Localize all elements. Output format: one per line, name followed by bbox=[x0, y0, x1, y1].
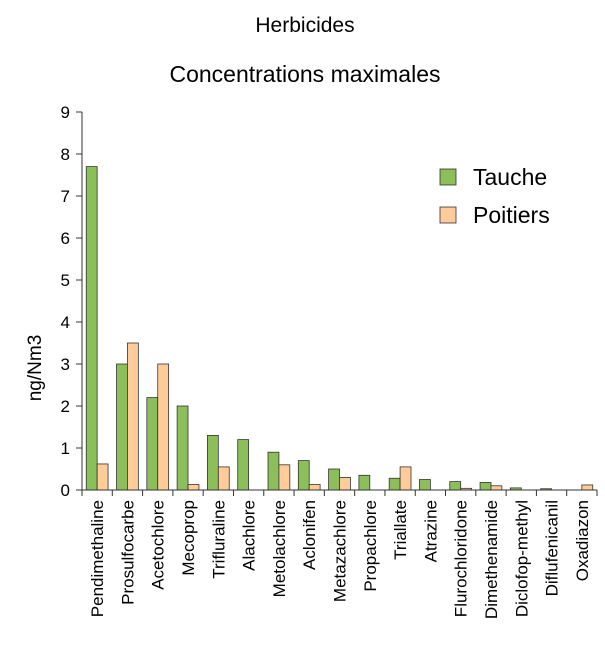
y-tick-label: 7 bbox=[61, 187, 70, 206]
x-tick-label: Dimethenamide bbox=[482, 500, 501, 619]
y-tick-label: 1 bbox=[61, 439, 70, 458]
x-tick-label: Pendimethaline bbox=[88, 500, 107, 617]
bars bbox=[85, 166, 594, 491]
legend-label-poitiers: Poitiers bbox=[473, 202, 550, 228]
legend-label-tauche: Tauche bbox=[473, 164, 547, 190]
y-tick-label: 5 bbox=[61, 271, 70, 290]
bar-tauche bbox=[207, 434, 219, 491]
bar-tauche bbox=[146, 397, 159, 491]
y-tick-label: 4 bbox=[61, 313, 70, 332]
bar-tauche bbox=[116, 363, 128, 491]
x-tick-label: Diflufenicanil bbox=[543, 500, 562, 596]
x-tick-label: Atrazine bbox=[421, 500, 440, 562]
x-tick-label: Propachlore bbox=[361, 500, 380, 592]
bar-tauche bbox=[449, 481, 462, 491]
bar-tauche bbox=[176, 405, 189, 491]
y-tick-label: 8 bbox=[61, 145, 70, 164]
x-tick-label: Mecoprop bbox=[179, 500, 198, 576]
bar-poitiers bbox=[278, 464, 291, 491]
bar-tauche bbox=[388, 477, 401, 491]
bar-poitiers bbox=[217, 466, 230, 491]
bar-poitiers bbox=[339, 476, 351, 491]
bar-tauche bbox=[479, 482, 492, 491]
y-axis: 0 1 2 3 4 5 6 7 8 9 bbox=[61, 103, 82, 500]
bar-poitiers bbox=[127, 342, 139, 491]
bar-tauche bbox=[267, 451, 280, 491]
x-tick-label: Alachlore bbox=[240, 500, 259, 571]
x-tick-label: Aclonifen bbox=[300, 500, 319, 570]
x-axis-labels: Pendimethaline Prosulfocarbe Acetochlore Me… bbox=[88, 500, 592, 619]
axes bbox=[81, 112, 598, 496]
bar-tauche bbox=[358, 474, 371, 491]
bar-tauche bbox=[85, 166, 98, 491]
bar-poitiers bbox=[96, 463, 109, 491]
x-tick-label: Oxadiazon bbox=[573, 500, 592, 581]
bar-poitiers bbox=[581, 484, 594, 491]
legend: Tauche Poitiers bbox=[439, 164, 550, 228]
x-tick-label: Prosulfocarbe bbox=[118, 500, 137, 605]
y-tick-label: 9 bbox=[61, 103, 70, 122]
x-tick-label: Trifluraline bbox=[209, 500, 228, 579]
y-tick-label: 0 bbox=[61, 481, 70, 500]
bar-poitiers bbox=[399, 466, 412, 491]
bar-poitiers bbox=[187, 484, 200, 491]
x-tick-label: Metazachlore bbox=[331, 500, 350, 602]
bar-tauche bbox=[419, 479, 431, 491]
bar-poitiers bbox=[157, 363, 170, 491]
bar-tauche bbox=[237, 439, 250, 491]
y-tick-label: 2 bbox=[61, 397, 70, 416]
x-tick-label: Flurochloridone bbox=[452, 500, 471, 617]
bar-tauche bbox=[328, 468, 340, 491]
chart-title: Herbicides bbox=[255, 14, 354, 37]
x-tick-label: Acetochlore bbox=[149, 500, 168, 590]
chart-subtitle: Concentrations maximales bbox=[169, 61, 440, 87]
x-tick-label: Diclofop-methyl bbox=[512, 500, 531, 617]
x-tick-label: Metolachlore bbox=[270, 500, 289, 597]
x-tick-label: Triallate bbox=[391, 500, 410, 560]
y-tick-label: 6 bbox=[61, 229, 70, 248]
y-tick-label: 3 bbox=[61, 355, 70, 374]
bar-tauche bbox=[297, 460, 310, 491]
legend-swatch-poitiers bbox=[439, 206, 457, 224]
bar-poitiers bbox=[308, 484, 321, 491]
bar-poitiers bbox=[490, 485, 503, 491]
y-axis-label: ng/Nm3 bbox=[25, 335, 46, 402]
legend-swatch-tauche bbox=[439, 168, 457, 186]
